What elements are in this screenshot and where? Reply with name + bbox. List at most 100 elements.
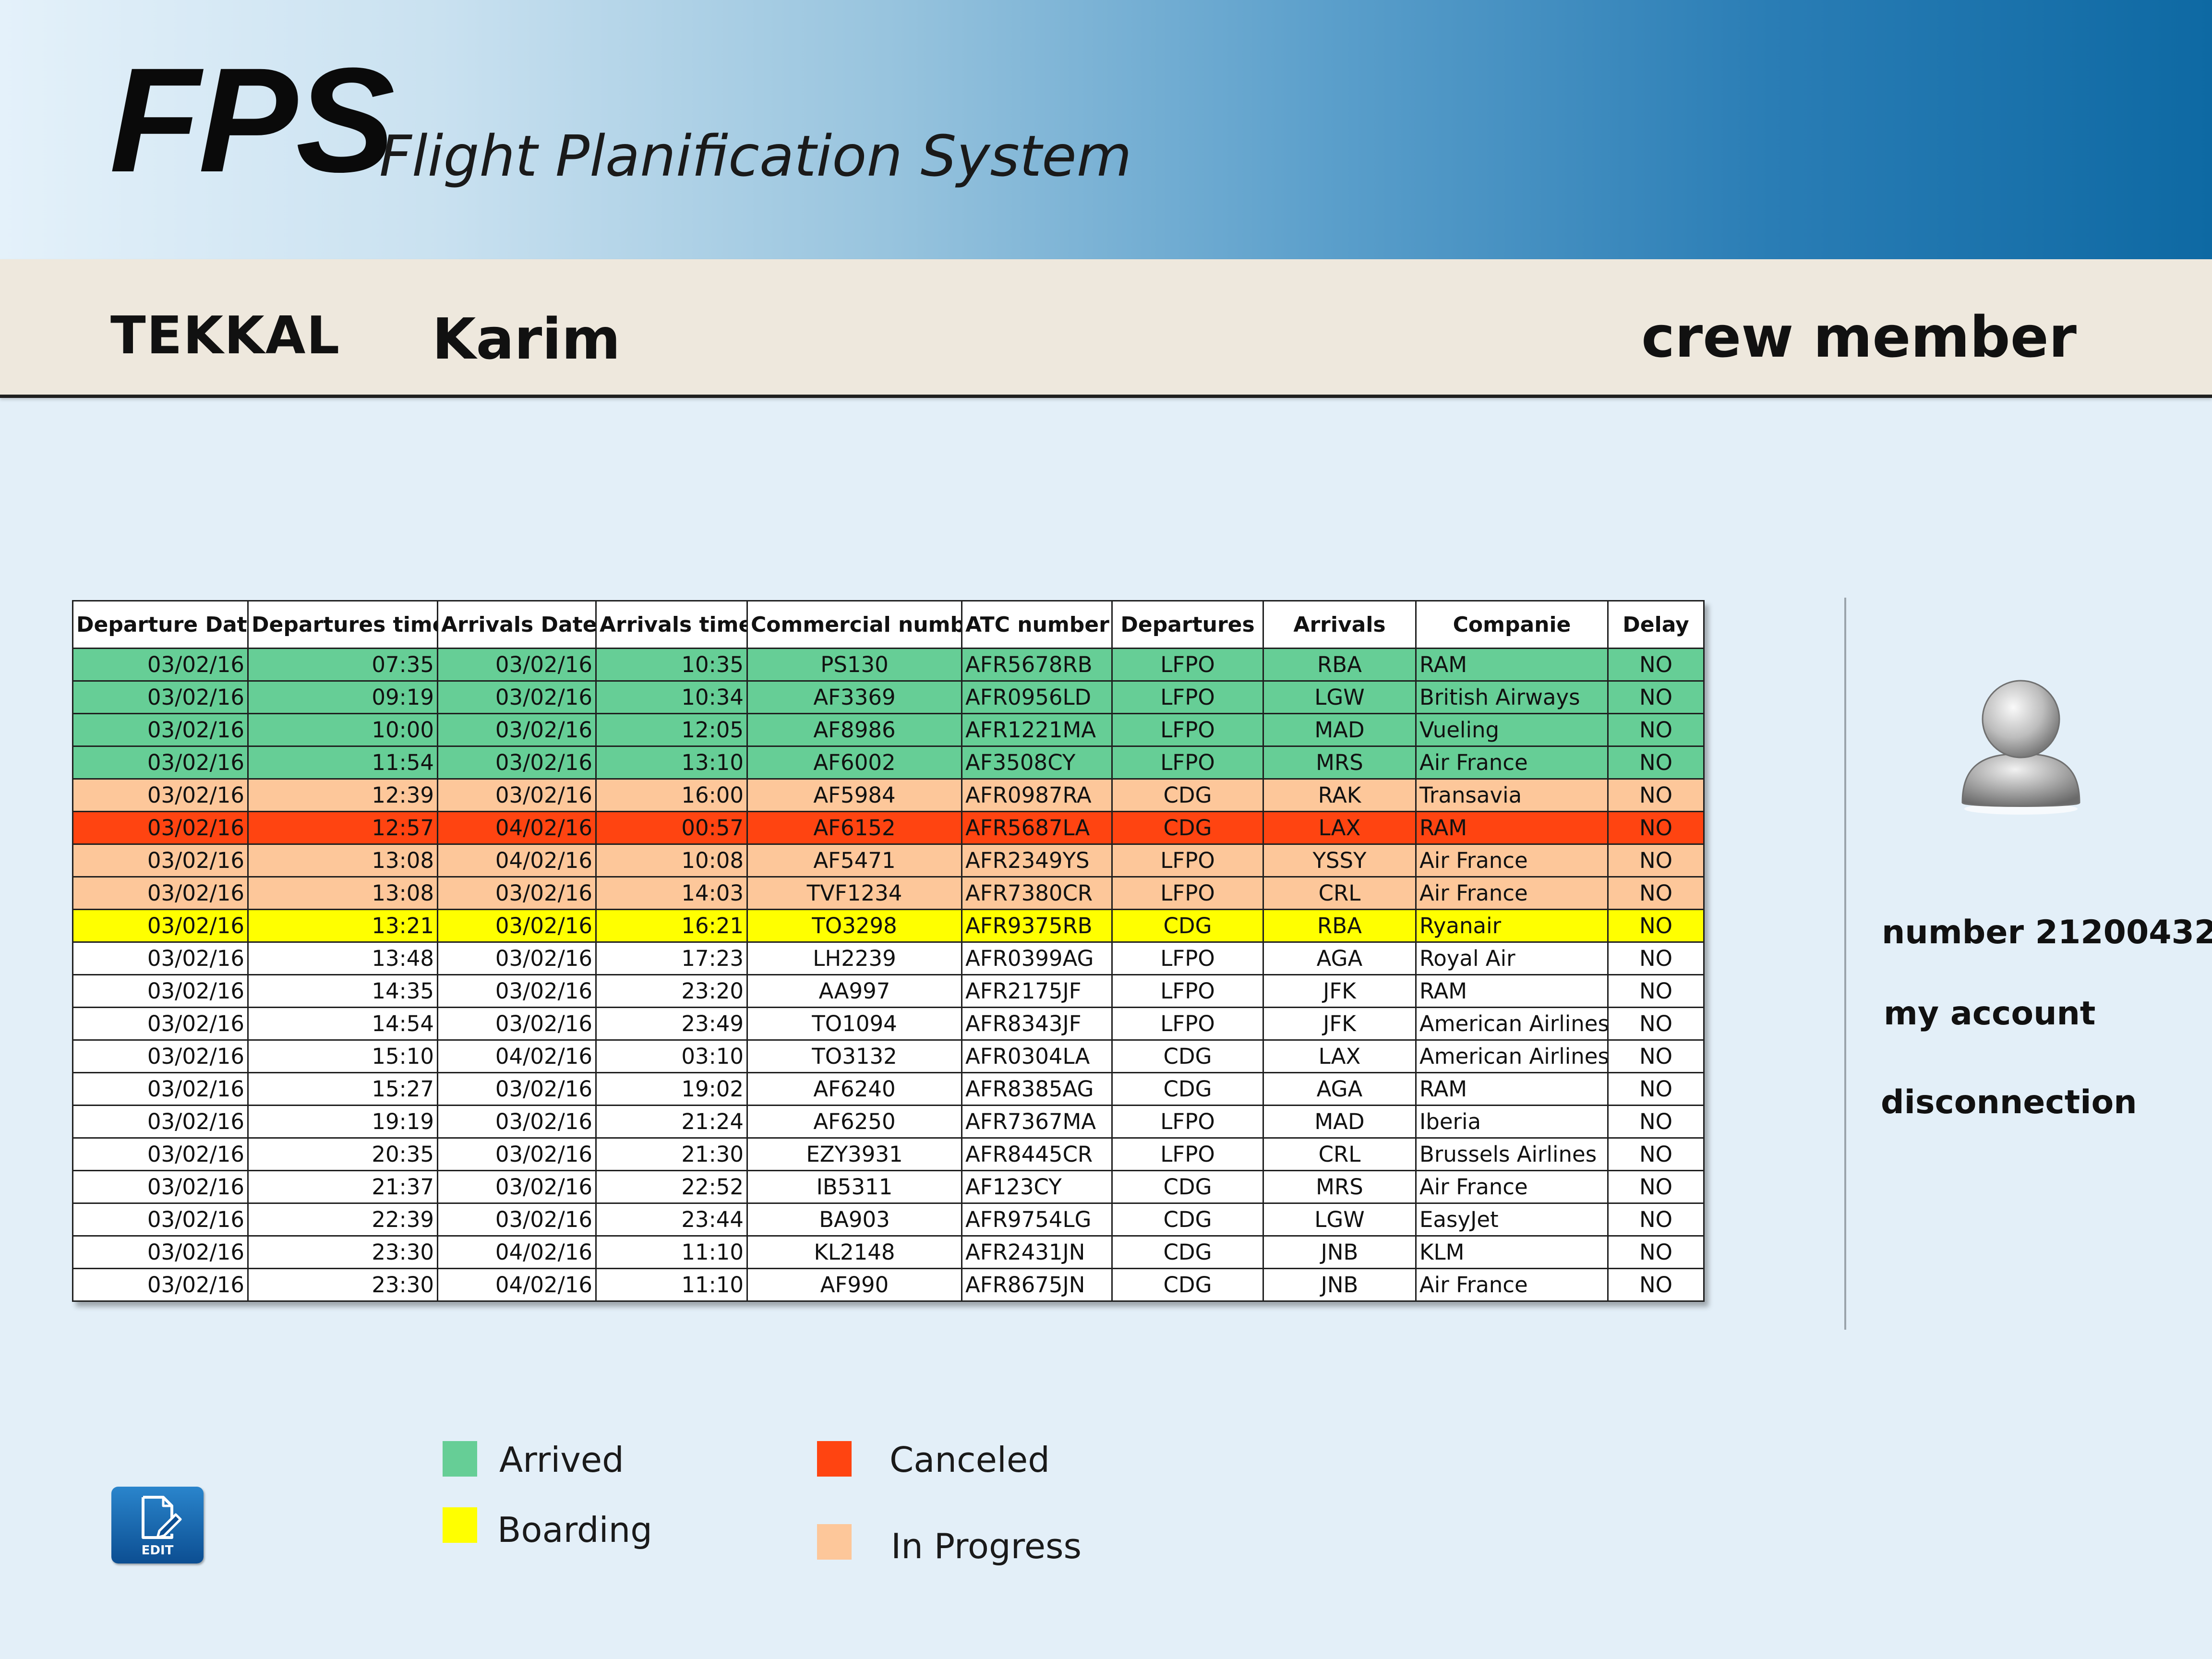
arrival-airport-cell: MRS <box>1262 1170 1417 1204</box>
column-header[interactable]: Arrivals Date <box>437 600 597 649</box>
table-row[interactable]: 03/02/16 13:21 03/02/16 16:21 TO3298 AFR9375R… <box>72 909 1705 943</box>
table-row[interactable]: 03/02/16 07:35 03/02/16 10:35 PS130 AFR5678RB… <box>72 648 1705 682</box>
commercial-number-cell: TO3132 <box>746 1039 962 1073</box>
commercial-number-cell: AF5984 <box>746 778 962 812</box>
table-row[interactable]: 03/02/16 13:08 03/02/16 14:03 TVF1234 AFR7380… <box>72 876 1705 910</box>
atc-number-cell: AFR7367MA <box>961 1105 1113 1139</box>
column-header[interactable]: Commercial number <box>746 600 962 649</box>
company-cell: Vueling <box>1415 713 1609 747</box>
column-header[interactable]: Companie <box>1415 600 1609 649</box>
atc-number-cell: AFR8343JF <box>961 1007 1113 1041</box>
departure-date-cell: 03/02/16 <box>72 1072 249 1106</box>
table-row[interactable]: 03/02/16 23:30 04/02/16 11:10 KL2148 AFR2431J… <box>72 1235 1705 1269</box>
company-cell: Transavia <box>1415 778 1609 812</box>
commercial-number-cell: KL2148 <box>746 1235 962 1269</box>
legend-boarding-swatch <box>443 1507 477 1543</box>
table-row[interactable]: 03/02/16 22:39 03/02/16 23:44 BA903 AFR9754LG… <box>72 1202 1705 1237</box>
header-banner: FPS Flight Planification System <box>0 0 2212 259</box>
arrival-date-cell: 03/02/16 <box>437 1105 597 1139</box>
departure-airport-cell: CDG <box>1111 909 1264 943</box>
user-silhouette-icon <box>1959 677 2083 816</box>
atc-number-cell: AFR0304LA <box>961 1039 1113 1073</box>
departure-airport-cell: CDG <box>1111 1202 1264 1237</box>
arrival-time-cell: 17:23 <box>595 941 748 975</box>
table-row[interactable]: 03/02/16 14:54 03/02/16 23:49 TO1094 AFR8343J… <box>72 1007 1705 1041</box>
departure-time-cell: 13:48 <box>247 941 438 975</box>
departure-airport-cell: LFPO <box>1111 876 1264 910</box>
delay-cell: NO <box>1607 1007 1705 1041</box>
commercial-number-cell: IB5311 <box>746 1170 962 1204</box>
atc-number-cell: AF3508CY <box>961 745 1113 780</box>
atc-number-cell: AFR0399AG <box>961 941 1113 975</box>
arrival-time-cell: 13:10 <box>595 745 748 780</box>
table-row[interactable]: 03/02/16 23:30 04/02/16 11:10 AF990 AFR8675JN… <box>72 1268 1705 1302</box>
atc-number-cell: AFR8445CR <box>961 1137 1113 1171</box>
table-row[interactable]: 03/02/16 09:19 03/02/16 10:34 AF3369 AFR0956L… <box>72 680 1705 714</box>
commercial-number-cell: AA997 <box>746 974 962 1008</box>
disconnection-link[interactable]: disconnection <box>1881 1083 2137 1121</box>
departure-date-cell: 03/02/16 <box>72 1268 249 1302</box>
departure-airport-cell: CDG <box>1111 1170 1264 1204</box>
arrival-airport-cell: CRL <box>1262 876 1417 910</box>
column-header[interactable]: ATC number <box>961 600 1113 649</box>
column-header[interactable]: Departures times <box>247 600 438 649</box>
departure-date-cell: 03/02/16 <box>72 1137 249 1171</box>
user-last-name: TEKKAL <box>110 306 341 366</box>
table-row[interactable]: 03/02/16 13:48 03/02/16 17:23 LH2239 AFR0399A… <box>72 941 1705 975</box>
departure-airport-cell: LFPO <box>1111 680 1264 714</box>
table-row[interactable]: 03/02/16 13:08 04/02/16 10:08 AF5471 AFR2349Y… <box>72 843 1705 878</box>
commercial-number-cell: AF3369 <box>746 680 962 714</box>
arrival-date-cell: 04/02/16 <box>437 1235 597 1269</box>
table-row[interactable]: 03/02/16 10:00 03/02/16 12:05 AF8986 AFR1221M… <box>72 713 1705 747</box>
my-account-link[interactable]: my account <box>1884 995 2096 1033</box>
column-header[interactable]: Delay <box>1607 600 1705 649</box>
departure-time-cell: 13:08 <box>247 843 438 878</box>
arrival-date-cell: 03/02/16 <box>437 713 597 747</box>
column-header[interactable]: Departures <box>1111 600 1264 649</box>
commercial-number-cell: BA903 <box>746 1202 962 1237</box>
arrival-time-cell: 16:21 <box>595 909 748 943</box>
column-header[interactable]: Arrivals times <box>595 600 748 649</box>
table-row[interactable]: 03/02/16 12:39 03/02/16 16:00 AF5984 AFR0987R… <box>72 778 1705 812</box>
departure-date-cell: 03/02/16 <box>72 1105 249 1139</box>
departure-airport-cell: LFPO <box>1111 1007 1264 1041</box>
column-header[interactable]: Arrivals <box>1262 600 1417 649</box>
arrival-date-cell: 03/02/16 <box>437 680 597 714</box>
table-row[interactable]: 03/02/16 19:19 03/02/16 21:24 AF6250 AFR7367M… <box>72 1105 1705 1139</box>
table-row[interactable]: 03/02/16 14:35 03/02/16 23:20 AA997 AFR2175JF… <box>72 974 1705 1008</box>
arrival-airport-cell: LAX <box>1262 811 1417 845</box>
atc-number-cell: AFR2175JF <box>961 974 1113 1008</box>
delay-cell: NO <box>1607 1137 1705 1171</box>
arrival-date-cell: 04/02/16 <box>437 1268 597 1302</box>
arrival-airport-cell: MRS <box>1262 745 1417 780</box>
arrival-time-cell: 10:35 <box>595 648 748 682</box>
departure-airport-cell: CDG <box>1111 1235 1264 1269</box>
departure-airport-cell: LFPO <box>1111 1137 1264 1171</box>
departure-airport-cell: CDG <box>1111 811 1264 845</box>
delay-cell: NO <box>1607 778 1705 812</box>
arrival-time-cell: 11:10 <box>595 1268 748 1302</box>
departure-time-cell: 19:19 <box>247 1105 438 1139</box>
departure-date-cell: 03/02/16 <box>72 811 249 845</box>
table-row[interactable]: 03/02/16 12:57 04/02/16 00:57 AF6152 AFR5687L… <box>72 811 1705 845</box>
arrival-date-cell: 04/02/16 <box>437 843 597 878</box>
table-row[interactable]: 03/02/16 15:27 03/02/16 19:02 AF6240 AFR8385A… <box>72 1072 1705 1106</box>
commercial-number-cell: AF8986 <box>746 713 962 747</box>
table-row[interactable]: 03/02/16 11:54 03/02/16 13:10 AF6002 AF3508CY… <box>72 745 1705 780</box>
departure-date-cell: 03/02/16 <box>72 1235 249 1269</box>
table-row[interactable]: 03/02/16 21:37 03/02/16 22:52 IB5311 AF123CY C… <box>72 1170 1705 1204</box>
departure-date-cell: 03/02/16 <box>72 909 249 943</box>
delay-cell: NO <box>1607 843 1705 878</box>
arrival-time-cell: 10:34 <box>595 680 748 714</box>
arrival-airport-cell: JNB <box>1262 1235 1417 1269</box>
departure-date-cell: 03/02/16 <box>72 778 249 812</box>
delay-cell: NO <box>1607 909 1705 943</box>
column-header[interactable]: Departure Date <box>72 600 249 649</box>
atc-number-cell: AFR8675JN <box>961 1268 1113 1302</box>
table-row[interactable]: 03/02/16 15:10 04/02/16 03:10 TO3132 AFR0304L… <box>72 1039 1705 1073</box>
edit-button[interactable]: EDIT <box>111 1487 204 1563</box>
departure-time-cell: 22:39 <box>247 1202 438 1237</box>
app-logo: FPS <box>109 36 395 203</box>
table-row[interactable]: 03/02/16 20:35 03/02/16 21:30 EZY3931 AFR8445… <box>72 1137 1705 1171</box>
